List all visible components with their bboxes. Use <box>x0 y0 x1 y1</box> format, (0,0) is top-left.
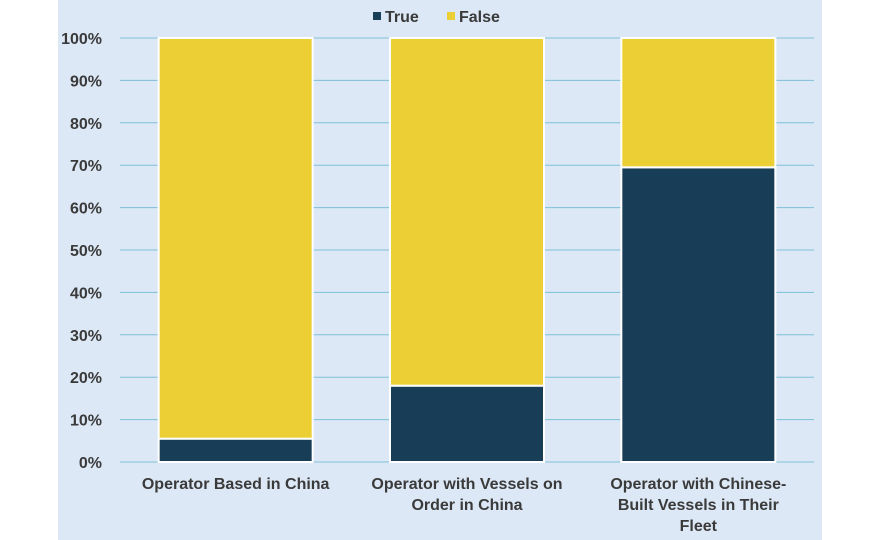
legend-item-false: False <box>447 9 500 26</box>
y-axis-tick-labels: 0% 10% 20% 30% 40% 50% 60% 70% 80% 90% 100% <box>61 31 102 472</box>
category-label: Operator with Chinese- Built Vessels in T… <box>610 476 786 535</box>
category-label: Operator Based in China <box>142 476 330 493</box>
y-tick-label: 100% <box>61 31 102 48</box>
category-label-line: Order in China <box>411 497 522 514</box>
y-tick-label: 60% <box>70 201 102 218</box>
category-label: Operator with Vessels on Order in China <box>371 476 562 514</box>
category-label-line: Fleet <box>680 518 718 535</box>
legend-item-true: True <box>373 9 419 26</box>
category-label-line: Operator with Chinese- <box>610 476 786 493</box>
x-axis-category-labels: Operator Based in China Operator with Ves… <box>142 476 786 535</box>
y-tick-label: 90% <box>70 73 102 90</box>
chart-panel: 0% 10% 20% 30% 40% 50% 60% 70% 80% 90% 100% Operat… <box>58 0 822 540</box>
bar-segment-false <box>389 37 545 387</box>
bar-segment-true <box>620 166 777 463</box>
y-tick-label: 40% <box>70 285 102 302</box>
legend-swatch <box>373 12 381 20</box>
bars <box>157 37 777 463</box>
bar-segment-true <box>157 437 314 463</box>
category-label-line: Built Vessels in Their <box>618 497 779 514</box>
y-tick-label: 10% <box>70 413 102 430</box>
bar-segment-false <box>157 37 314 440</box>
y-tick-label: 70% <box>70 158 102 175</box>
legend-label: False <box>459 9 500 26</box>
legend: True False <box>373 9 500 26</box>
category-label-line: Operator Based in China <box>142 476 330 493</box>
legend-label: True <box>385 9 419 26</box>
bar-segment-true <box>389 384 545 463</box>
y-tick-label: 80% <box>70 116 102 133</box>
legend-swatch <box>447 12 455 20</box>
bar-segment-false <box>620 37 777 169</box>
stacked-bar-chart: 0% 10% 20% 30% 40% 50% 60% 70% 80% 90% 100% Operat… <box>61 9 814 535</box>
y-tick-label: 0% <box>79 455 102 472</box>
category-label-line: Operator with Vessels on <box>371 476 562 493</box>
y-tick-label: 20% <box>70 370 102 387</box>
y-tick-label: 30% <box>70 328 102 345</box>
y-tick-label: 50% <box>70 243 102 260</box>
